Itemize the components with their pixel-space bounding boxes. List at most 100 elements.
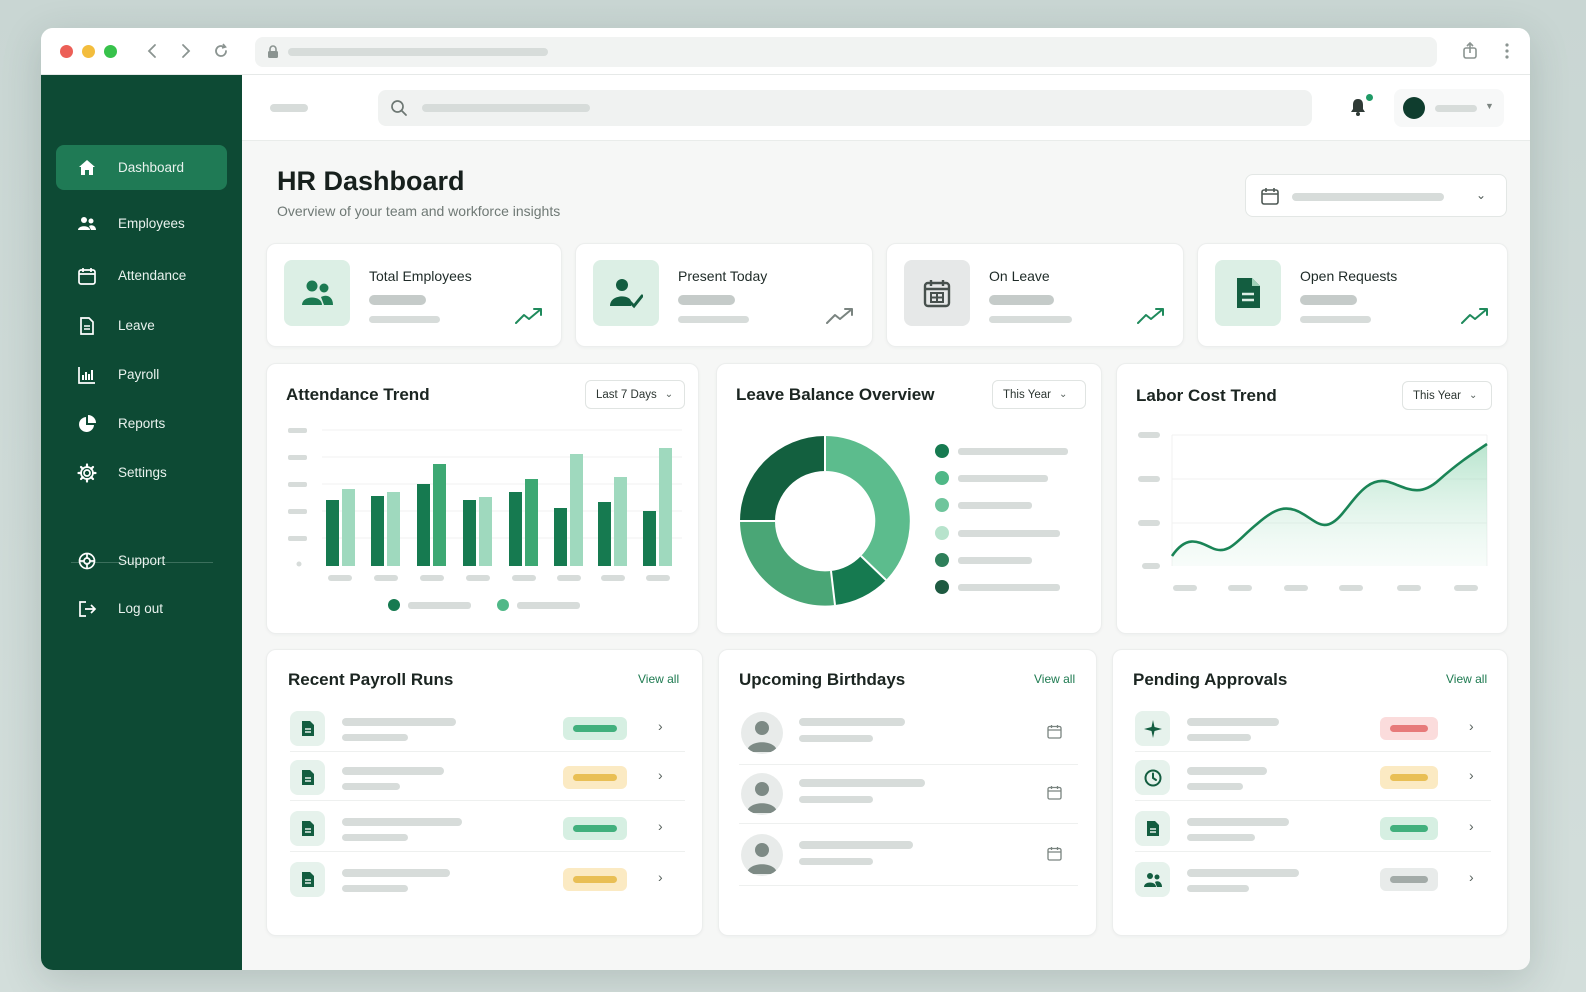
card-title: Recent Payroll Runs [288, 670, 454, 689]
y-tick-label [1138, 476, 1160, 482]
row-subtitle [799, 796, 873, 803]
clock-icon [1135, 760, 1170, 795]
list-item[interactable]: › [1135, 754, 1491, 801]
status-badge [1380, 717, 1438, 740]
leave-range-dropdown[interactable]: This Year ⌄ [992, 380, 1086, 409]
row-title [342, 869, 450, 877]
calendar-icon [1047, 785, 1062, 805]
kpi-card-total-employees[interactable]: Total Employees [266, 243, 562, 347]
x-tick-label [601, 575, 625, 581]
bar [598, 502, 611, 566]
view-all-link[interactable]: View all [638, 672, 680, 686]
avatar [741, 834, 783, 876]
sidebar-item-label: Settings [118, 465, 167, 480]
row-title [1187, 767, 1267, 775]
chevron-right-icon: › [1469, 718, 1474, 734]
row-subtitle [799, 858, 873, 865]
close-window-button[interactable] [60, 45, 73, 58]
document-icon [1135, 811, 1170, 846]
sidebar-item-label: Support [118, 553, 166, 568]
leave-donut-chart [740, 436, 1068, 606]
minimize-window-button[interactable] [82, 45, 95, 58]
trend-up-icon [1137, 307, 1165, 330]
row-title [799, 718, 905, 726]
x-tick-label [420, 575, 444, 581]
sidebar-item-employees[interactable]: Employees [56, 201, 227, 246]
row-title [342, 818, 462, 826]
date-range-picker[interactable]: ⌄ [1245, 174, 1507, 217]
sidebar-item-settings[interactable]: Settings [56, 450, 227, 495]
legend-label [958, 475, 1048, 482]
row-title [342, 767, 444, 775]
bar [525, 479, 538, 566]
attendance-trend-card: Attendance Trend Last 7 Days ⌄ [266, 363, 699, 634]
dropdown-value: This Year [1413, 389, 1461, 402]
list-item[interactable] [739, 706, 1078, 765]
status-badge [1380, 766, 1438, 789]
row-title [342, 718, 456, 726]
row-subtitle [342, 734, 408, 741]
chevron-right-icon: › [658, 869, 663, 885]
kpi-card-present-today[interactable]: Present Today [575, 243, 873, 347]
view-all-link[interactable]: View all [1446, 672, 1488, 686]
users-icon [76, 213, 98, 235]
upcoming-birthdays-card: Upcoming Birthdays View all [718, 649, 1097, 936]
list-item[interactable]: › [290, 705, 685, 752]
view-all-link[interactable]: View all [1034, 672, 1076, 686]
list-item[interactable]: › [290, 754, 685, 801]
calendar-icon [76, 265, 98, 287]
users-icon [284, 260, 350, 326]
user-menu[interactable]: ▼ [1394, 89, 1504, 127]
list-item[interactable]: › [1135, 805, 1491, 852]
trend-up-icon [826, 307, 854, 330]
more-menu-icon[interactable] [1497, 41, 1517, 61]
row-subtitle [1187, 734, 1251, 741]
list-item[interactable]: › [290, 805, 685, 852]
y-tick-label [288, 536, 307, 541]
avatar [741, 773, 783, 815]
card-title: Labor Cost Trend [1136, 386, 1277, 405]
chevron-right-icon: › [658, 818, 663, 834]
forward-icon[interactable] [175, 41, 195, 61]
sidebar-item-logout[interactable]: Log out [56, 586, 227, 631]
chevron-right-icon: › [658, 767, 663, 783]
list-item[interactable] [739, 765, 1078, 824]
row-title [1187, 718, 1279, 726]
maximize-window-button[interactable] [104, 45, 117, 58]
sidebar-item-attendance[interactable]: Attendance [56, 253, 227, 298]
sidebar-item-support[interactable]: Support [56, 538, 227, 583]
users-icon [1135, 862, 1170, 897]
bar [554, 508, 567, 566]
kpi-card-open-requests[interactable]: Open Requests [1197, 243, 1508, 347]
legend-marker [388, 599, 400, 611]
card-title: Attendance Trend [286, 385, 430, 404]
row-title [1187, 818, 1289, 826]
sidebar-item-label: Attendance [118, 268, 187, 283]
document-icon [290, 811, 325, 846]
list-item[interactable]: › [1135, 856, 1491, 903]
sidebar-item-reports[interactable]: Reports [56, 401, 227, 446]
page-title: HR Dashboard [277, 166, 465, 196]
page-subtitle: Overview of your team and workforce insi… [277, 203, 561, 219]
kpi-title: Open Requests [1300, 268, 1398, 284]
share-icon[interactable] [1460, 41, 1480, 61]
list-item[interactable] [739, 824, 1078, 886]
sidebar-item-payroll[interactable]: Payroll [56, 352, 227, 397]
y-tick-label [288, 482, 307, 487]
notification-bell-icon[interactable] [1348, 97, 1368, 122]
search-input[interactable] [378, 90, 1312, 126]
kpi-card-on-leave[interactable]: On Leave [886, 243, 1184, 347]
list-item[interactable]: › [1135, 705, 1491, 752]
sidebar-item-dashboard[interactable]: Dashboard [56, 145, 227, 190]
list-item[interactable]: › [290, 856, 685, 903]
address-bar[interactable] [255, 37, 1437, 67]
attendance-range-dropdown[interactable]: Last 7 Days ⌄ [585, 380, 685, 409]
lifebuoy-icon [76, 550, 98, 572]
search-icon [390, 99, 408, 122]
labor-range-dropdown[interactable]: This Year ⌄ [1402, 381, 1492, 410]
back-icon[interactable] [143, 41, 163, 61]
sidebar-item-leave[interactable]: Leave [56, 303, 227, 348]
bar [509, 492, 522, 566]
reload-icon[interactable] [211, 41, 231, 61]
pie-chart-icon [76, 413, 98, 435]
